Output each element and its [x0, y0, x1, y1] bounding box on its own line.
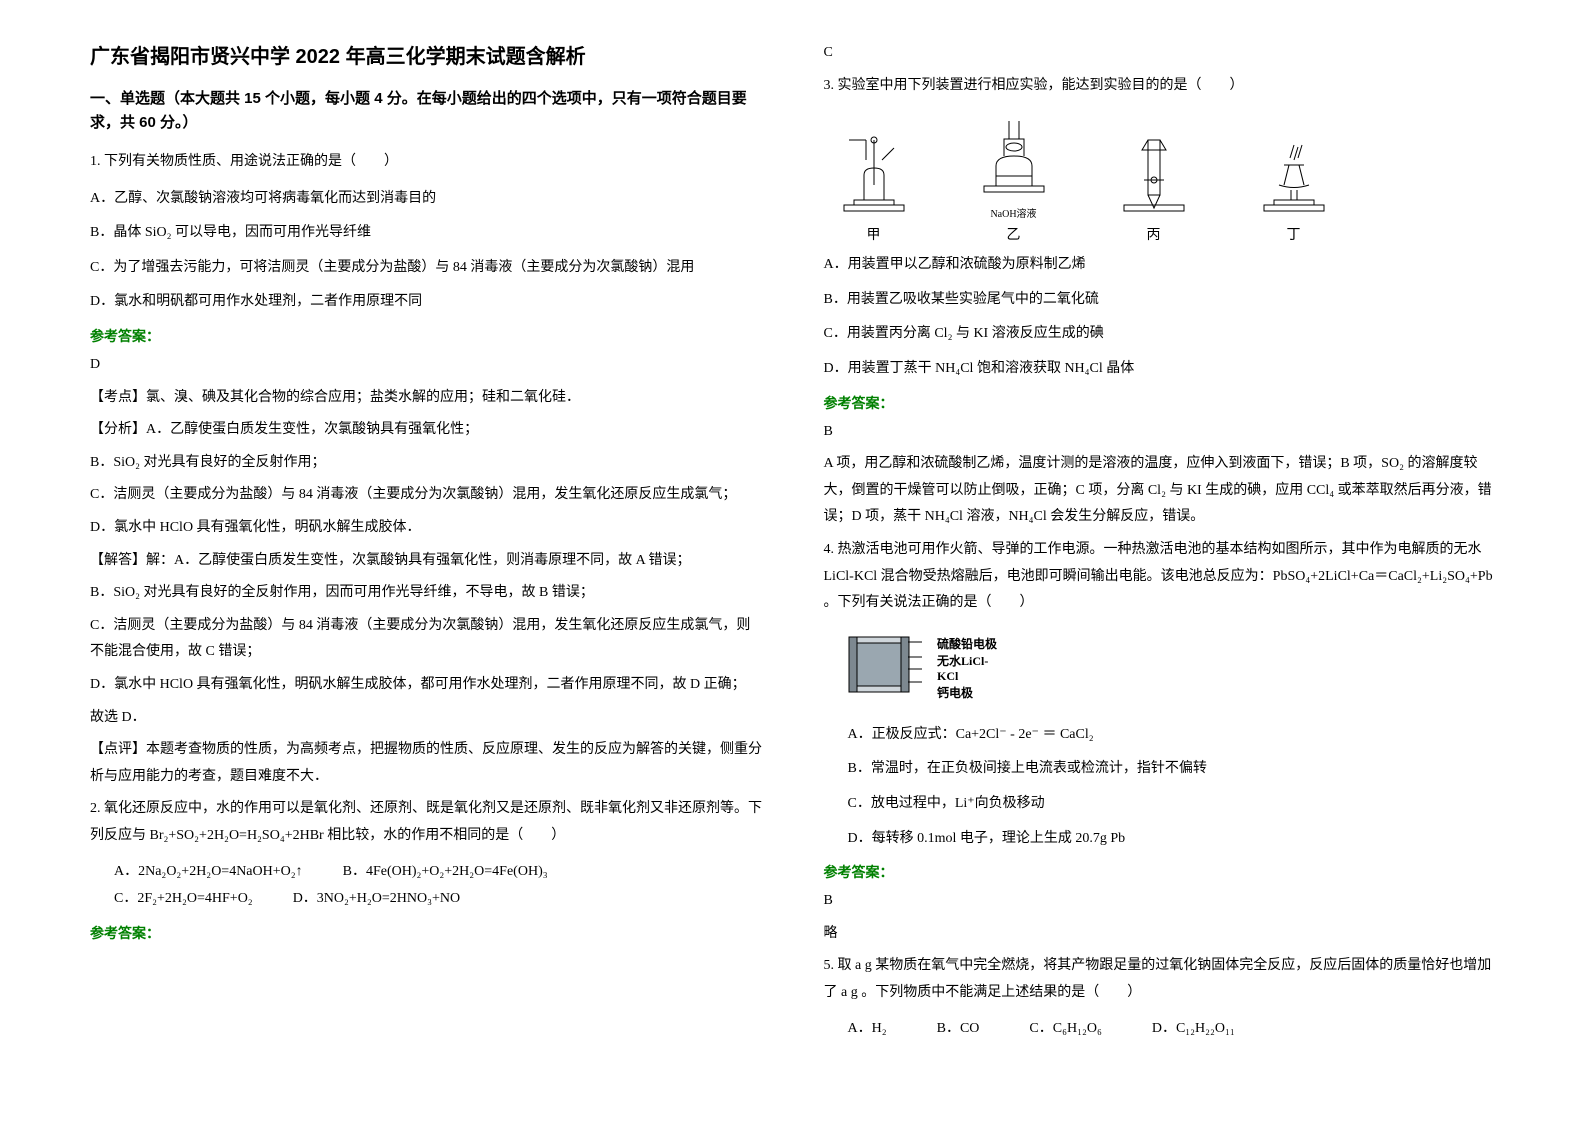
q3-answer-letter: B: [824, 419, 1498, 446]
page-title: 广东省揭阳市贤兴中学 2022 年高三化学期末试题含解析: [90, 40, 764, 69]
q1-fenxi-b: B．SiO₂ 对光具有良好的全反射作用；: [90, 450, 764, 477]
q4-opt-b: B．常温时，在正负极间接上电流表或检流计，指针不偏转: [848, 756, 1498, 783]
q4-opt-a: A．正极反应式：Ca+2Cl⁻ - 2e⁻ ＝ CaCl₂: [848, 722, 1498, 749]
q3-explain: A 项，用乙醇和浓硫酸制乙烯，温度计测的是溶液的温度，应伸入到液面下，错误；B …: [824, 451, 1498, 531]
q3-stem: 3. 实验室中用下列装置进行相应实验，能达到实验目的的是（ ）: [824, 73, 1498, 100]
q1-jieda-a: 【解答】解：A．乙醇使蛋白质发生变性，次氯酸钠具有强氧化性，则消毒原理不同，故 …: [90, 548, 764, 575]
q3-opt-b: B．用装置乙吸收某些实验尾气中的二氧化硫: [824, 287, 1498, 314]
q4-answer-letter: B: [824, 888, 1498, 915]
q3-answer-label: 参考答案：: [824, 393, 1498, 413]
q1-dianping: 【点评】本题考查物质的性质，为高频考点，把握物质的性质、反应原理、发生的反应为解…: [90, 737, 764, 790]
battery-label-3: KCl: [937, 669, 997, 684]
q1-answer-letter: D: [90, 352, 764, 379]
q5-options: A．H₂ B．CO C．C₆H₁₂O₆ D．C₁₂H₂₂O₁₁: [848, 1016, 1498, 1043]
q3-opt-d: D．用装置丁蒸干 NH₄Cl 饱和溶液获取 NH₄Cl 晶体: [824, 356, 1498, 383]
q3-label-jia: 甲: [867, 224, 881, 244]
q4-lue: 略: [824, 921, 1498, 948]
q1-fenxi-c: C．洁厕灵（主要成分为盐酸）与 84 消毒液（主要成分为次氯酸钠）混用，发生氧化…: [90, 482, 764, 509]
q3-naoh-label: NaOH溶液: [990, 205, 1036, 220]
battery-label-1: 硫酸铅电极: [937, 635, 997, 652]
left-column: 广东省揭阳市贤兴中学 2022 年高三化学期末试题含解析 一、单选题（本大题共 …: [60, 40, 794, 1082]
q1-opt-c: C．为了增强去污能力，可将洁厕灵（主要成分为盐酸）与 84 消毒液（主要成分为次…: [90, 255, 764, 282]
q1-opt-d: D．氯水和明矾都可用作水处理剂，二者作用原理不同: [90, 289, 764, 316]
q2-row2: C．2F₂+2H₂O=4HF+O₂ D．3NO₂+H₂O=2HNO₃+NO: [114, 886, 764, 913]
q2-answer-letter: C: [824, 40, 1498, 67]
q5-stem: 5. 取 a g 某物质在氧气中完全燃烧，将其产物跟足量的过氧化钠固体完全反应，…: [824, 953, 1498, 1006]
q3-apparatus-bing: 丙: [1114, 130, 1194, 244]
q3-apparatus-jia: 甲: [834, 130, 914, 244]
q1-stem: 1. 下列有关物质性质、用途说法正确的是（ ）: [90, 149, 764, 176]
q2-row1: A．2Na₂O₂+2H₂O=4NaOH+O₂↑ B．4Fe(OH)₂+O₂+2H…: [114, 859, 764, 886]
q2-answer-label: 参考答案：: [90, 923, 764, 943]
q1-opt-a: A．乙醇、次氯酸钠溶液均可将病毒氧化而达到消毒目的: [90, 186, 764, 213]
q5-opt-c: C．C₆H₁₂O₆: [1029, 1016, 1101, 1043]
apparatus-jia-svg: [834, 130, 914, 220]
q4-opt-c: C．放电过程中，Li⁺向负极移动: [848, 791, 1498, 818]
q2-opt-d: D．3NO₂+H₂O=2HNO₃+NO: [293, 886, 460, 913]
q3-label-ding: 丁: [1287, 224, 1301, 244]
q1-answer-label: 参考答案：: [90, 326, 764, 346]
battery-label-2: 无水LiCl-: [937, 652, 997, 669]
q1-jieda-b: B．SiO₂ 对光具有良好的全反射作用，因而可用作光导纤维，不导电，故 B 错误…: [90, 580, 764, 607]
q1-fenxi-d: D．氯水中 HClO 具有强氧化性，明矾水解生成胶体．: [90, 515, 764, 542]
q1-opt-b: B．晶体 SiO₂ 可以导电，因而可用作光导纤维: [90, 220, 764, 247]
q3-apparatus-ding: 丁: [1254, 130, 1334, 244]
apparatus-yi-svg: [974, 111, 1054, 201]
q2-stem: 2. 氧化还原反应中，水的作用可以是氧化剂、还原剂、既是氧化剂又是还原剂、既非氧…: [90, 796, 764, 849]
q4-opt-d: D．每转移 0.1mol 电子，理论上生成 20.7g Pb: [848, 826, 1498, 853]
q4-stem: 4. 热激活电池可用作火箭、导弹的工作电源。一种热激活电池的基本结构如图所示，其…: [824, 537, 1498, 617]
right-column: C 3. 实验室中用下列装置进行相应实验，能达到实验目的的是（ ） 甲: [794, 40, 1528, 1082]
q3-label-bing: 丙: [1147, 224, 1161, 244]
section-1-header: 一、单选题（本大题共 15 个小题，每小题 4 分。在每小题给出的四个选项中，只…: [90, 87, 764, 135]
q1-jieda-d: D．氯水中 HClO 具有强氧化性，明矾水解生成胶体，都可用作水处理剂，二者作用…: [90, 672, 764, 699]
q1-kaodian: 【考点】氯、溴、碘及其化合物的综合应用；盐类水解的应用；硅和二氧化硅．: [90, 385, 764, 412]
q3-label-yi: 乙: [1007, 224, 1021, 244]
q1-jieda-c: C．洁厕灵（主要成分为盐酸）与 84 消毒液（主要成分为次氯酸钠）混用，发生氧化…: [90, 613, 764, 666]
q5-opt-a: A．H₂: [848, 1016, 887, 1043]
q3-opt-c: C．用装置丙分离 Cl₂ 与 KI 溶液反应生成的碘: [824, 321, 1498, 348]
apparatus-ding-svg: [1254, 130, 1334, 220]
apparatus-bing-svg: [1114, 130, 1194, 220]
q2-opt-a: A．2Na₂O₂+2H₂O=4NaOH+O₂↑: [114, 859, 303, 886]
q4-answer-label: 参考答案：: [824, 862, 1498, 882]
battery-label-4: 钙电极: [937, 684, 997, 701]
q2-opt-b: B．4Fe(OH)₂+O₂+2H₂O=4Fe(OH)₃: [343, 859, 548, 886]
q3-apparatus-yi: NaOH溶液 乙: [974, 111, 1054, 244]
q5-opt-b: B．CO: [937, 1016, 980, 1043]
q4-battery-diagram: 硫酸铅电极 无水LiCl- KCl 钙电极: [844, 627, 1498, 712]
q3-diagram-row: 甲 NaOH溶液 乙 丙: [824, 111, 1498, 244]
q2-opt-c: C．2F₂+2H₂O=4HF+O₂: [114, 886, 253, 913]
q3-opt-a: A．用装置甲以乙醇和浓硫酸为原料制乙烯: [824, 252, 1498, 279]
q5-opt-d: D．C₁₂H₂₂O₁₁: [1152, 1016, 1235, 1043]
q1-guxuan: 故选 D．: [90, 705, 764, 732]
q1-fenxi-a: 【分析】A．乙醇使蛋白质发生变性，次氯酸钠具有强氧化性；: [90, 417, 764, 444]
